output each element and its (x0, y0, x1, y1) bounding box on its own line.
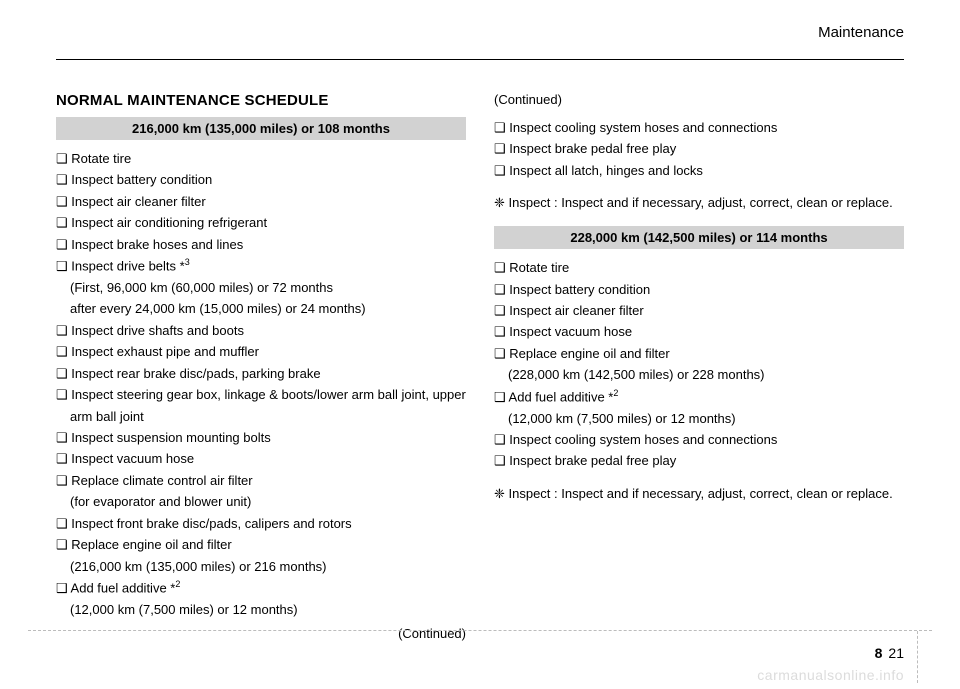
list-item: ❑ Replace engine oil and filter (56, 534, 466, 555)
page-number: 8 21 (875, 645, 904, 661)
list-item: ❑ Inspect drive shafts and boots (56, 320, 466, 341)
list-item: (228,000 km (142,500 miles) or 228 month… (494, 364, 904, 385)
list-item: ❑ Replace engine oil and filter (494, 343, 904, 364)
list-item: ❑ Inspect brake hoses and lines (56, 234, 466, 255)
list-item: ❑ Inspect front brake disc/pads, caliper… (56, 513, 466, 534)
bottom-rule (28, 630, 932, 631)
header-rule (56, 59, 904, 60)
section-label: Maintenance (818, 24, 904, 41)
list-item: ❑ Rotate tire (494, 257, 904, 278)
inspect-note-2: ❈ Inspect : Inspect and if necessary, ad… (494, 484, 904, 505)
list-item: ❑ Inspect air cleaner filter (494, 300, 904, 321)
list-item: ❑ Rotate tire (56, 148, 466, 169)
superscript: 2 (613, 388, 618, 398)
watermark: carmanualsonline.info (757, 667, 904, 683)
list-item: ❑ Inspect air conditioning refrigerant (56, 212, 466, 233)
schedule-header-right: 228,000 km (142,500 miles) or 114 months (494, 226, 904, 249)
right-column: (Continued) ❑ Inspect cooling system hos… (494, 92, 904, 641)
list-item: ❑ Inspect all latch, hinges and locks (494, 160, 904, 181)
list-item: ❑ Inspect battery condition (494, 279, 904, 300)
list-item: ❑ Inspect suspension mounting bolts (56, 427, 466, 448)
list-item: ❑ Inspect cooling system hoses and conne… (494, 429, 904, 450)
list-item: ❑ Inspect exhaust pipe and muffler (56, 341, 466, 362)
content-area: NORMAL MAINTENANCE SCHEDULE 216,000 km (… (56, 92, 904, 641)
list-item: ❑ Inspect steering gear box, linkage & b… (56, 384, 466, 427)
list-item: ❑ Inspect vacuum hose (56, 448, 466, 469)
left-column: NORMAL MAINTENANCE SCHEDULE 216,000 km (… (56, 92, 466, 641)
list-item: ❑ Inspect vacuum hose (494, 321, 904, 342)
right-continued-list: ❑ Inspect cooling system hoses and conne… (494, 117, 904, 181)
list-item: (First, 96,000 km (60,000 miles) or 72 m… (56, 277, 466, 298)
left-item-list: ❑ Rotate tire❑ Inspect battery condition… (56, 148, 466, 620)
list-item: ❑ Inspect air cleaner filter (56, 191, 466, 212)
list-item: (for evaporator and blower unit) (56, 491, 466, 512)
list-item: (216,000 km (135,000 miles) or 216 month… (56, 556, 466, 577)
page-title: NORMAL MAINTENANCE SCHEDULE (56, 92, 466, 109)
vertical-dash (917, 631, 918, 683)
list-item: ❑ Add fuel additive *2 (494, 386, 904, 408)
right-item-list: ❑ Rotate tire❑ Inspect battery condition… (494, 257, 904, 472)
list-item: after every 24,000 km (15,000 miles) or … (56, 298, 466, 319)
list-item: (12,000 km (7,500 miles) or 12 months) (56, 599, 466, 620)
list-item: ❑ Inspect brake pedal free play (494, 450, 904, 471)
continued-label: (Continued) (56, 626, 466, 641)
header-area: Maintenance (56, 24, 904, 60)
list-item: ❑ Inspect brake pedal free play (494, 138, 904, 159)
list-item: ❑ Inspect drive belts *3 (56, 255, 466, 277)
page-number-value: 21 (888, 645, 904, 661)
chapter-number: 8 (875, 645, 883, 661)
list-item: ❑ Add fuel additive *2 (56, 577, 466, 599)
superscript: 2 (175, 579, 180, 589)
page-container: Maintenance NORMAL MAINTENANCE SCHEDULE … (0, 0, 960, 641)
list-item: ❑ Replace climate control air filter (56, 470, 466, 491)
schedule-header-left: 216,000 km (135,000 miles) or 108 months (56, 117, 466, 140)
list-item: (12,000 km (7,500 miles) or 12 months) (494, 408, 904, 429)
inspect-note-1: ❈ Inspect : Inspect and if necessary, ad… (494, 193, 904, 214)
list-item: ❑ Inspect cooling system hoses and conne… (494, 117, 904, 138)
list-item: ❑ Inspect battery condition (56, 169, 466, 190)
superscript: 3 (185, 257, 190, 267)
list-item: ❑ Inspect rear brake disc/pads, parking … (56, 363, 466, 384)
continued-label-top: (Continued) (494, 92, 904, 107)
